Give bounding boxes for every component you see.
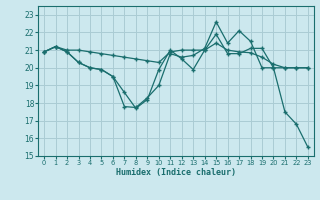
X-axis label: Humidex (Indice chaleur): Humidex (Indice chaleur) — [116, 168, 236, 177]
